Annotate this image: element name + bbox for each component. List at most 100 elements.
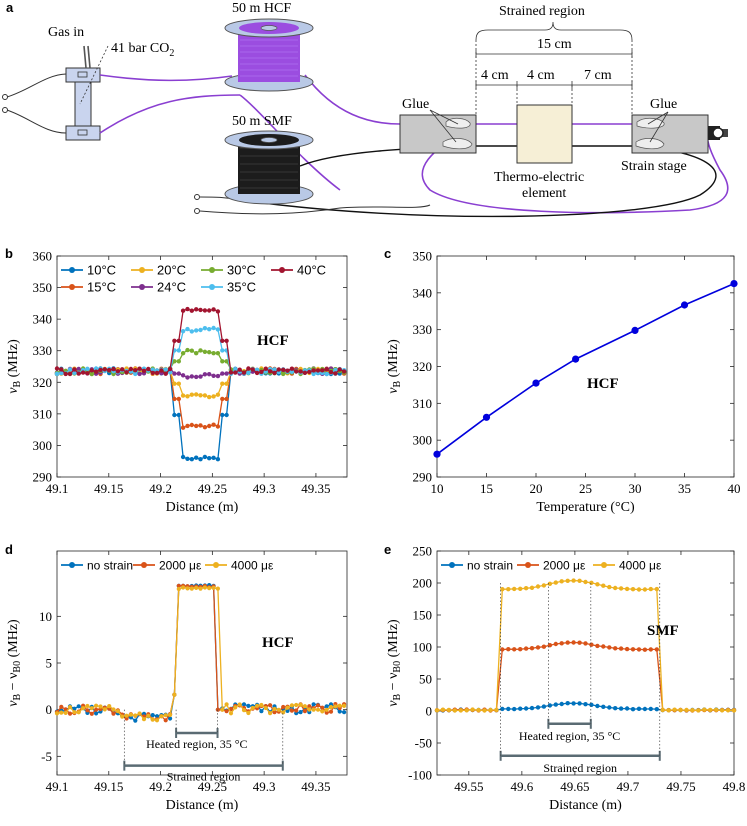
strain-stage-label: Strain stage (621, 159, 687, 174)
x-tick-label: 49.1 (46, 779, 69, 794)
smf-spool-label: 50 m SMF (232, 114, 292, 129)
y-tick-label: 340 (413, 285, 433, 300)
legend-label: 40°C (297, 263, 326, 278)
x-tick-label: 20 (530, 481, 543, 496)
data-point (255, 703, 260, 708)
x-tick-label: 49.75 (666, 779, 695, 794)
data-point (233, 370, 238, 375)
data-point (285, 708, 290, 714)
panel-label: c (384, 246, 391, 261)
data-point (678, 707, 683, 713)
data-point (571, 701, 576, 706)
data-point (241, 370, 247, 375)
data-point (254, 370, 260, 376)
data-point (167, 370, 173, 375)
data-point (289, 708, 294, 713)
data-point (311, 371, 316, 377)
y-axis-label: νB − νB0 (MHz) (386, 619, 403, 707)
data-point (294, 708, 299, 713)
data-point (224, 396, 229, 402)
glue-label-left: Glue (402, 97, 429, 112)
data-point (268, 711, 273, 716)
data-point (337, 703, 342, 708)
data-point (54, 371, 60, 376)
y-tick-label: 300 (33, 438, 53, 453)
legend-label: 2000 με (543, 559, 586, 573)
chart-c: 10 15 20 25 30 35 40 290 300 310 320 330 340 350 Tempe… (384, 246, 741, 515)
gas-cell (65, 45, 109, 141)
data-point (577, 578, 582, 583)
data-point (224, 359, 229, 364)
heated-region-label: Heated region, 35 °C (146, 737, 247, 751)
data-point (518, 647, 523, 652)
data-point (98, 704, 103, 709)
data-point (215, 707, 220, 712)
data-point (215, 457, 221, 462)
legend-marker (525, 562, 531, 568)
data-point (215, 586, 220, 591)
data-point (660, 707, 665, 713)
data-point (220, 412, 225, 418)
data-point (328, 370, 334, 375)
data-point (194, 307, 199, 312)
data-point (618, 646, 624, 651)
data-point (654, 586, 659, 592)
data-point (458, 708, 463, 713)
data-point (141, 368, 147, 373)
data-point (85, 708, 90, 713)
x-tick-label: 49.2 (149, 481, 172, 496)
legend-label: 4000 με (619, 559, 662, 573)
data-point (532, 379, 540, 387)
data-point (470, 707, 475, 712)
data-point (696, 708, 701, 713)
data-point (320, 705, 325, 710)
data-point (654, 647, 659, 652)
data-point (559, 641, 564, 646)
legend-marker (213, 562, 219, 568)
chart-annotation: HCF (587, 376, 619, 392)
data-point (163, 713, 168, 718)
data-point (72, 370, 77, 376)
data-point (59, 367, 64, 372)
panel-label: e (384, 542, 391, 557)
data-point (76, 710, 81, 715)
data-point (320, 709, 325, 714)
data-point (202, 425, 208, 430)
data-point (690, 708, 695, 713)
data-point (202, 454, 208, 460)
x-axis-label: Temperature (°C) (536, 500, 635, 515)
gas-in-label: Gas in (48, 25, 84, 40)
data-point (547, 703, 553, 708)
data-point (94, 711, 99, 716)
data-point (72, 710, 77, 715)
data-point (224, 709, 229, 714)
data-point (630, 647, 636, 652)
data-point (488, 707, 493, 713)
data-point (59, 371, 64, 376)
data-point (298, 702, 303, 707)
data-point (63, 371, 68, 377)
data-point (589, 702, 594, 707)
data-point (189, 392, 194, 397)
data-point (163, 371, 168, 376)
data-point (624, 646, 630, 652)
setup-schematic: a Gas in 41 bar CO2 (2, 0, 729, 218)
data-point (128, 366, 134, 372)
legend-marker (209, 284, 215, 290)
data-point (559, 579, 564, 584)
data-point (320, 368, 325, 373)
legend-label: no strain (87, 559, 133, 573)
y-tick-label: 300 (413, 433, 433, 448)
data-point (141, 717, 147, 722)
data-point (311, 707, 316, 712)
panel-label: d (5, 542, 13, 557)
data-point (250, 367, 255, 372)
data-point (281, 704, 286, 710)
data-point (154, 370, 160, 376)
data-point (168, 712, 173, 718)
data-point (589, 580, 594, 585)
legend-marker (139, 284, 145, 290)
data-point (220, 371, 225, 376)
x-tick-label: 49.3 (253, 779, 276, 794)
data-point (154, 718, 160, 723)
